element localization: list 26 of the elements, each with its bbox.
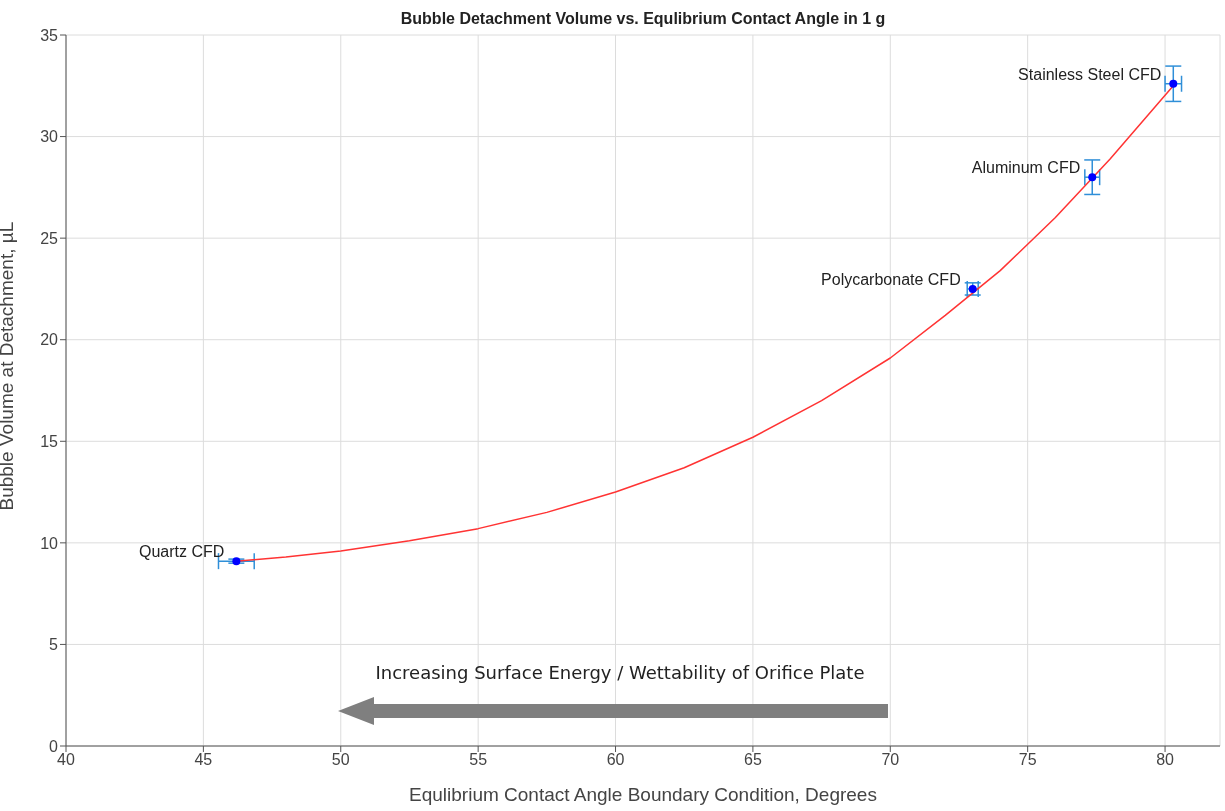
annotation: Increasing Surface Energy / Wettability of Orifice Plate [374,662,866,683]
y-tick-label: 35 [40,26,59,44]
x-tick-label: 65 [744,751,762,769]
chart-title: Bubble Detachment Volume vs. Equlibrium Contact Angle in 1 g [399,10,887,28]
y-tick-label: 20 [40,331,59,349]
y-tick-label: 0 [49,737,59,755]
x-tick-label: 60 [606,751,625,769]
x-tick-label: 40 [57,751,75,769]
annotation: Stainless Steel CFD [1018,65,1162,83]
x-tick-label: 80 [1156,751,1175,769]
annotation: Polycarbonate CFD [821,270,961,288]
x-axis-title: Equlibrium Contact Angle Boundary Condition, Degrees [409,784,877,805]
y-tick-label: 5 [49,636,59,654]
y-tick-label: 10 [40,534,59,552]
x-tick-label: 75 [1018,751,1037,769]
x-tick-label: 50 [331,751,350,769]
annotation: Aluminum CFD [971,159,1081,177]
point [1169,79,1178,88]
y-tick-label: 25 [40,229,59,247]
y-tick-label: 30 [40,128,59,146]
x-tick-label: 45 [194,751,213,769]
y-tick-label: 15 [40,432,59,450]
point [1088,173,1097,182]
annotation: Quartz CFD [139,543,225,561]
x-tick-label: 55 [469,751,488,769]
x-tick-label: 70 [881,751,900,769]
